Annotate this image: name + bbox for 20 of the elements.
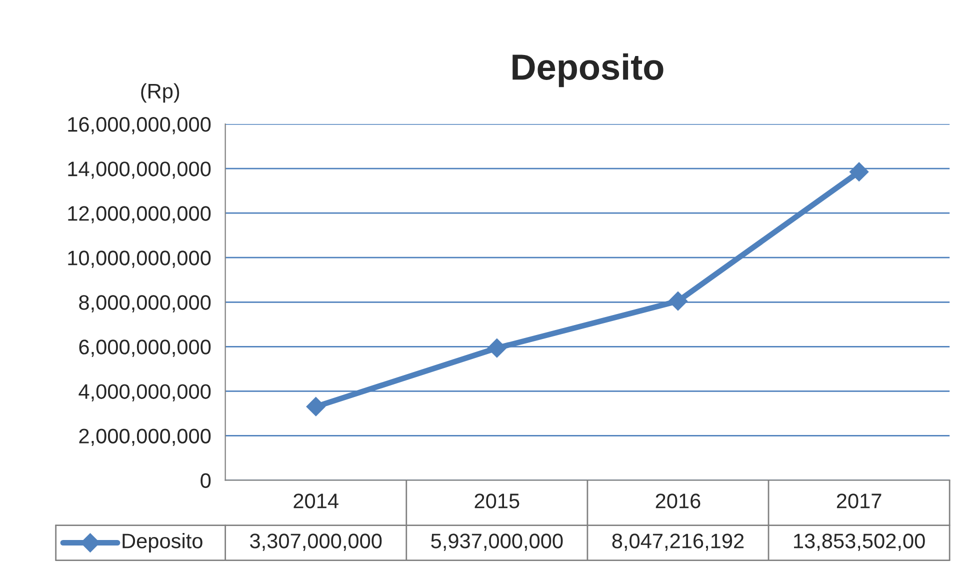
y-tick-label: 6,000,000,000 xyxy=(79,340,211,357)
chart-title: Deposito xyxy=(512,53,664,88)
x-tick-label: 2015 xyxy=(474,494,520,508)
x-tick-label: 2014 xyxy=(294,494,338,508)
y-axis-title: (Rp) xyxy=(141,83,180,103)
legend-label: Deposito xyxy=(122,533,202,552)
data-label: 8,047,216,192 xyxy=(612,534,744,551)
y-tick-label: 0 xyxy=(200,473,211,488)
y-tick-label: 16,000,000,000 xyxy=(68,117,211,134)
data-label: 5,937,000,000 xyxy=(431,534,563,551)
y-tick-label: 8,000,000,000 xyxy=(79,295,211,312)
x-tick-label: 2016 xyxy=(656,494,700,508)
y-tick-label: 2,000,000,000 xyxy=(79,428,211,446)
y-tick-label: 10,000,000,000 xyxy=(68,250,211,268)
y-tick-label: 14,000,000,000 xyxy=(68,162,211,179)
data-label: 3,307,000,000 xyxy=(250,534,382,551)
x-tick-label: 2017 xyxy=(836,494,882,508)
data-label: 13,853,502,00 xyxy=(794,534,925,551)
y-tick-label: 12,000,000,000 xyxy=(68,206,211,224)
y-tick-label: 4,000,000,000 xyxy=(78,384,211,402)
